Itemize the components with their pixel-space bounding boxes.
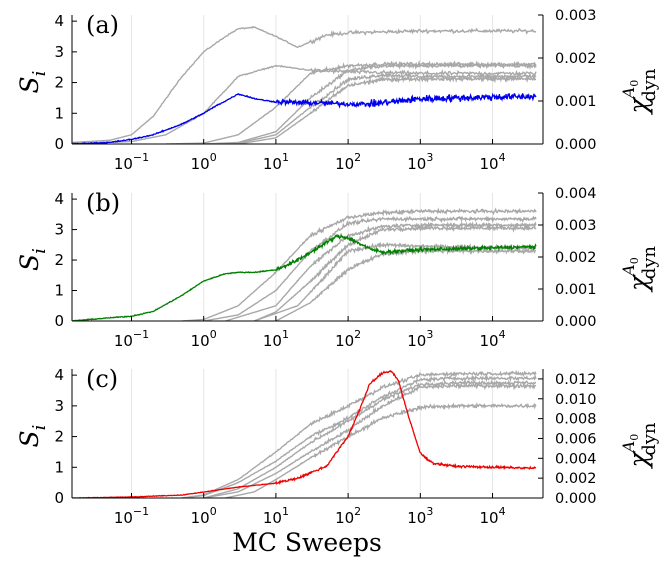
- left-tick-label: 4: [54, 366, 64, 384]
- x-tick-label: 101: [263, 328, 289, 350]
- right-tick-label: 0.002: [555, 471, 597, 487]
- right-tick-label: 0.000: [555, 314, 597, 330]
- x-tick-label: 102: [335, 151, 361, 173]
- right-tick-label: 0.004: [555, 186, 597, 202]
- x-tick-label: 101: [263, 505, 289, 527]
- panel-a: 0 1 2 3 4 0.000 0.001 0.002 0.003 10−1 100 101 102 10…: [15, 8, 660, 173]
- right-tick-label: 0.000: [555, 491, 597, 507]
- right-tick-label: 0.001: [555, 94, 597, 110]
- x-tick-label: 102: [335, 328, 361, 350]
- left-axis-label: Si: [15, 248, 50, 271]
- highlight-series: [72, 369, 537, 498]
- gray-series-2: [72, 64, 537, 144]
- left-tick-label: 0: [54, 135, 64, 153]
- x-tick-label: 100: [191, 505, 217, 527]
- gray-series-1: [181, 207, 537, 321]
- gray-series-4: [203, 61, 537, 144]
- x-tick-label: 100: [191, 151, 217, 173]
- right-tick-label: 0.002: [555, 51, 597, 67]
- highlight-series: [72, 92, 537, 144]
- gray-series-6: [275, 247, 537, 321]
- left-axis-label: Si: [15, 425, 50, 448]
- right-tick-label: 0.004: [555, 451, 597, 467]
- right-tick-label: 0.012: [555, 372, 597, 388]
- left-tick-label: 3: [54, 43, 64, 61]
- gray-series-6: [238, 74, 537, 144]
- highlight-series: [72, 232, 537, 321]
- left-tick-label: 1: [54, 458, 64, 476]
- right-axis-label: χA0dyn: [619, 68, 660, 115]
- left-tick-label: 4: [54, 190, 64, 208]
- left-tick-label: 1: [54, 282, 64, 300]
- right-tick-label: 0.001: [555, 282, 597, 298]
- panel-label: (c): [86, 365, 118, 393]
- left-tick-label: 2: [54, 428, 64, 446]
- x-tick-label: 102: [335, 505, 361, 527]
- panel-b: 0 1 2 3 4 0.000 0.001 0.002 0.003 0.004 10−1 100 101…: [15, 186, 660, 350]
- x-tick-label: 10−1: [114, 505, 149, 527]
- x-tick-label: 10−1: [114, 151, 149, 173]
- gray-series-4: [253, 223, 537, 321]
- x-tick-label: 103: [407, 505, 433, 527]
- panel-label: (b): [86, 189, 120, 217]
- x-tick-label: 104: [479, 328, 505, 350]
- panel-c: 0 1 2 3 4 0.000 0.002 0.004 0.006 0.008 0.010 0.012…: [15, 365, 660, 527]
- right-tick-label: 0.008: [555, 412, 597, 428]
- left-tick-label: 4: [54, 12, 64, 30]
- x-tick-label: 101: [263, 151, 289, 173]
- plot-area: [72, 207, 537, 321]
- right-tick-label: 0.003: [555, 218, 597, 234]
- left-tick-label: 2: [54, 251, 64, 269]
- x-tick-label: 100: [191, 328, 217, 350]
- x-tick-label: 103: [407, 151, 433, 173]
- panel-label: (a): [86, 11, 119, 39]
- x-tick-label: 104: [479, 151, 505, 173]
- left-tick-label: 0: [54, 312, 64, 330]
- gray-series-5: [225, 401, 537, 498]
- gray-series-1: [72, 25, 537, 144]
- gray-series-5: [253, 241, 537, 321]
- left-tick-label: 3: [54, 221, 64, 239]
- right-tick-label: 0.010: [555, 392, 597, 408]
- x-tick-label: 104: [479, 505, 505, 527]
- gray-series-2: [203, 215, 537, 321]
- left-axis-label: Si: [15, 71, 50, 94]
- x-axis-label: MC Sweeps: [232, 528, 382, 557]
- gray-series-3: [225, 221, 537, 321]
- gray-series-4: [203, 382, 537, 498]
- left-tick-label: 1: [54, 104, 64, 122]
- gray-series-2: [181, 374, 537, 498]
- left-tick-label: 3: [54, 397, 64, 415]
- x-tick-label: 10−1: [114, 328, 149, 350]
- right-tick-label: 0.006: [555, 431, 597, 447]
- left-tick-label: 0: [54, 489, 64, 507]
- gray-series-3: [203, 377, 537, 498]
- gray-series-5: [203, 71, 537, 144]
- left-tick-label: 2: [54, 74, 64, 92]
- right-axis-label: χA0dyn: [619, 422, 660, 469]
- right-tick-label: 0.003: [555, 8, 597, 24]
- plot-area: [72, 25, 537, 144]
- right-tick-label: 0.000: [555, 137, 597, 153]
- right-axis-label: χA0dyn: [619, 246, 660, 293]
- gray-series-1: [181, 369, 537, 498]
- plot-area: [72, 369, 537, 498]
- x-tick-label: 103: [407, 328, 433, 350]
- right-tick-label: 0.002: [555, 250, 597, 266]
